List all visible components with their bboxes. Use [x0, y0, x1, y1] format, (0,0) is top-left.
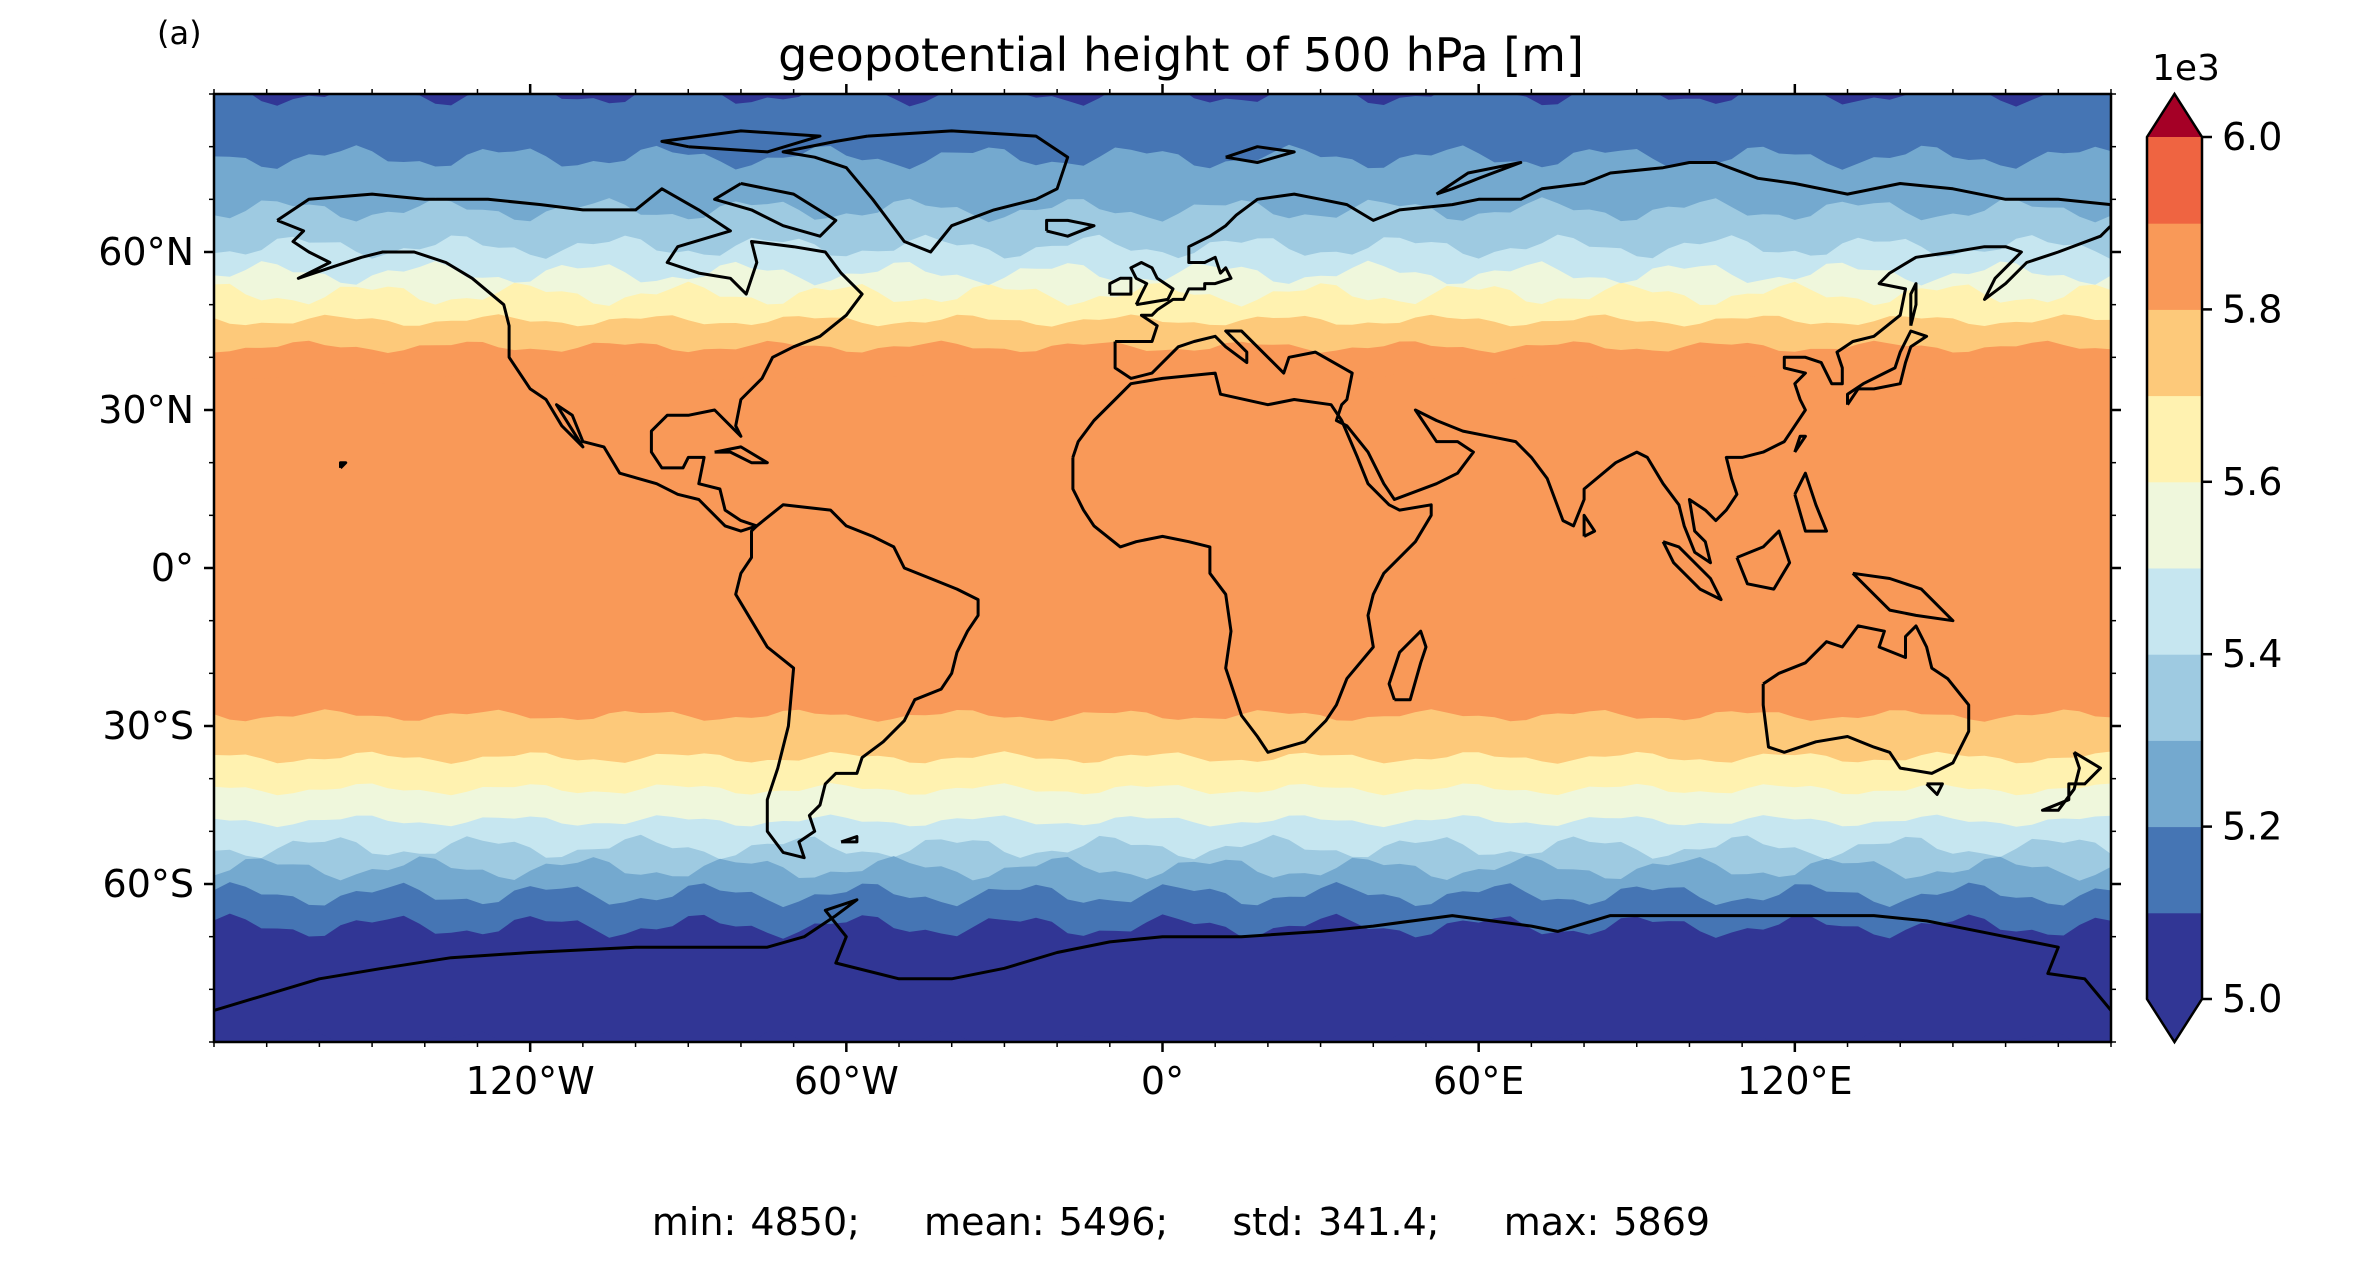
coastline-ellesmere [660, 129, 822, 154]
x-tick-label: 60°E [1433, 1059, 1524, 1103]
colorbar-segment [2147, 223, 2202, 310]
band-north-8 [250, 94, 2065, 107]
band-north-7 [214, 94, 2111, 170]
coastline-hawaii [339, 461, 348, 469]
y-tick-label: 60°S [103, 862, 194, 906]
coastline-borneo [1735, 529, 1792, 591]
stat-min: min: 4850; [651, 1200, 860, 1244]
colorbar-segment [2147, 826, 2202, 914]
coastline-sakhalin [1909, 282, 1918, 327]
coastline-iceland [1045, 218, 1096, 238]
y-tick-label: 0° [151, 546, 194, 590]
coastline-eurasia [1113, 161, 2111, 565]
coastline-ireland [1108, 276, 1133, 296]
y-tick-label: 30°N [98, 388, 194, 432]
coastline-taiwan [1793, 434, 1807, 453]
coastline-australia [1761, 624, 1971, 775]
colorbar-segment [2147, 309, 2202, 397]
panel-label: (a) [157, 14, 202, 52]
coastline-greenland [781, 129, 1070, 254]
colorbar-segment [2147, 395, 2202, 483]
contour-bands [214, 94, 2111, 1042]
coastline-antarctica [214, 898, 2111, 1012]
coastline-new-zealand [2041, 751, 2102, 812]
coastline-falklands [840, 835, 859, 844]
x-tick-label: 60°W [794, 1059, 899, 1103]
stat-std: std: 341.4; [1232, 1200, 1440, 1244]
colorbar-tick-label: 5.8 [2222, 287, 2282, 331]
x-tick-label: 0° [1141, 1059, 1184, 1103]
band-south-7 [214, 913, 2111, 1042]
colorbar-exponent-label: 1e3 [2152, 48, 2220, 89]
colorbar-tick-label: 5.0 [2222, 977, 2282, 1021]
coastline-sumatra [1661, 540, 1723, 602]
colorbar-segment [2147, 912, 2202, 1000]
coastline-svalbard [1225, 145, 1296, 164]
coastline-madagascar [1387, 629, 1428, 702]
coastline-north-america [276, 187, 864, 533]
colorbar-tick-label: 6.0 [2222, 115, 2282, 159]
map-axes: 120°W 60°W 0° 60°E 120°E 60°N 30°N 0° 30°S 60°S [98, 84, 2121, 1103]
colorbar-segment [2147, 740, 2202, 828]
coastline-novaya-zemlya [1435, 161, 1523, 196]
colorbar-segment [2147, 481, 2202, 569]
stat-mean: mean: 5496; [924, 1200, 1169, 1244]
x-tick-label: 120°E [1737, 1059, 1853, 1103]
y-tick-label: 30°S [103, 704, 194, 748]
colorbar-segment [2147, 137, 2202, 224]
coastline-cuba [714, 445, 769, 465]
colorbar-tick-label: 5.6 [2222, 460, 2282, 504]
coastline-great-britain [1129, 261, 1175, 307]
colorbar-segment [2147, 568, 2202, 655]
stat-max: max: 5869 [1503, 1200, 1711, 1244]
colorbar-tick-label: 5.2 [2222, 805, 2282, 849]
coastline-tasmania [1925, 782, 1944, 796]
coastline-japan [1846, 329, 1929, 406]
x-tick-label: 120°W [466, 1059, 595, 1103]
coastline-africa [1071, 371, 1433, 754]
coastline-sri-lanka [1582, 513, 1597, 538]
band-south-8 [260, 1029, 2075, 1042]
colorbar-segment [2147, 654, 2202, 741]
colorbar-extend-min [2147, 999, 2202, 1042]
coastline-new-guinea [1851, 571, 1955, 623]
coastlines [214, 129, 2111, 1012]
coastline-south-america [734, 503, 980, 860]
chart-title: geopotential height of 500 hPa [m] [778, 28, 1584, 82]
y-tick-label: 60°N [98, 230, 194, 274]
stats-line: min: 4850; mean: 5496; std: 341.4; max: … [0, 1200, 2362, 1244]
colorbar-extend-max [2147, 94, 2202, 137]
coastline-baffin [713, 182, 838, 238]
colorbar-tick-label: 5.4 [2222, 632, 2282, 676]
coastline-philippines [1793, 471, 1828, 533]
